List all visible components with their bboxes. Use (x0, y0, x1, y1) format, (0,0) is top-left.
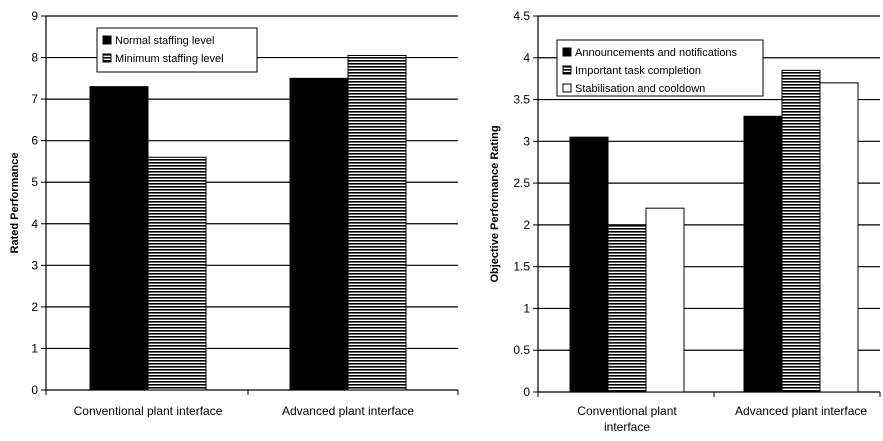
y-tick-label: 3 (523, 134, 530, 148)
y-axis-title: Objective Performance Rating (489, 125, 501, 282)
y-tick-label: 9 (31, 9, 38, 23)
y-tick-label: 4 (31, 217, 38, 231)
legend-swatch (102, 35, 112, 45)
y-tick-label: 5 (31, 175, 38, 189)
legend-entry: Stabilisation and cooldown (575, 83, 705, 95)
legend-entry: Important task completion (575, 65, 701, 77)
y-tick-label: 4 (523, 51, 530, 65)
bar (347, 54, 407, 391)
x-category-label: Conventional plant interface (74, 404, 223, 418)
y-tick-label: 3.5 (513, 93, 530, 107)
y-tick-label: 4.5 (513, 9, 530, 23)
y-tick-label: 1.5 (513, 260, 530, 274)
bar (569, 136, 609, 393)
legend-swatch (562, 47, 572, 57)
y-axis-title: Rated Performance (9, 153, 21, 254)
chart-1: 0 1 2 3 4 5 6 7 8 9 Conventional plant interface Ad… (9, 9, 459, 418)
legend-entry: Minimum staffing level (115, 53, 224, 65)
legend-swatch (562, 83, 572, 93)
legend-swatch (102, 53, 112, 63)
y-tick-label: 6 (31, 134, 38, 148)
legend-entry: Announcements and notifications (575, 47, 738, 59)
y-tick-label: 7 (31, 92, 38, 106)
bar (607, 224, 647, 393)
y-tick-label: 8 (31, 51, 38, 65)
legend-box (96, 27, 258, 73)
bar (289, 77, 349, 391)
legend: Normal staffing level Minimum staffing le… (96, 27, 258, 73)
x-category-label: Conventional plant interface (577, 404, 677, 434)
legend-entry: Normal staffing level (115, 35, 214, 47)
y-tick-label: 2 (31, 300, 38, 314)
chart-2: 0 0.5 1 1.5 2 2.5 3 3.5 4 4.5 Conventional plant in… (489, 9, 881, 434)
y-tick-label: 0 (523, 385, 530, 399)
y-tick-label: 1 (31, 341, 38, 355)
legend-box (556, 39, 764, 97)
bar (781, 69, 821, 393)
y-tick-label: 0.5 (513, 343, 530, 357)
x-category-label: Advanced plant interface (735, 404, 867, 418)
bar (645, 207, 685, 393)
bar (743, 115, 783, 393)
y-tick-label: 0 (31, 383, 38, 397)
y-tick-label: 1 (523, 301, 530, 315)
x-category-label: Advanced plant interface (282, 404, 414, 418)
bar (147, 156, 207, 391)
bar (819, 82, 859, 393)
legend: Announcements and notifications Important… (556, 39, 764, 97)
y-tick-label: 2.5 (513, 176, 530, 190)
bar (89, 86, 149, 391)
y-tick-label: 2 (523, 218, 530, 232)
y-tick-label: 3 (31, 258, 38, 272)
legend-swatch (562, 65, 572, 75)
